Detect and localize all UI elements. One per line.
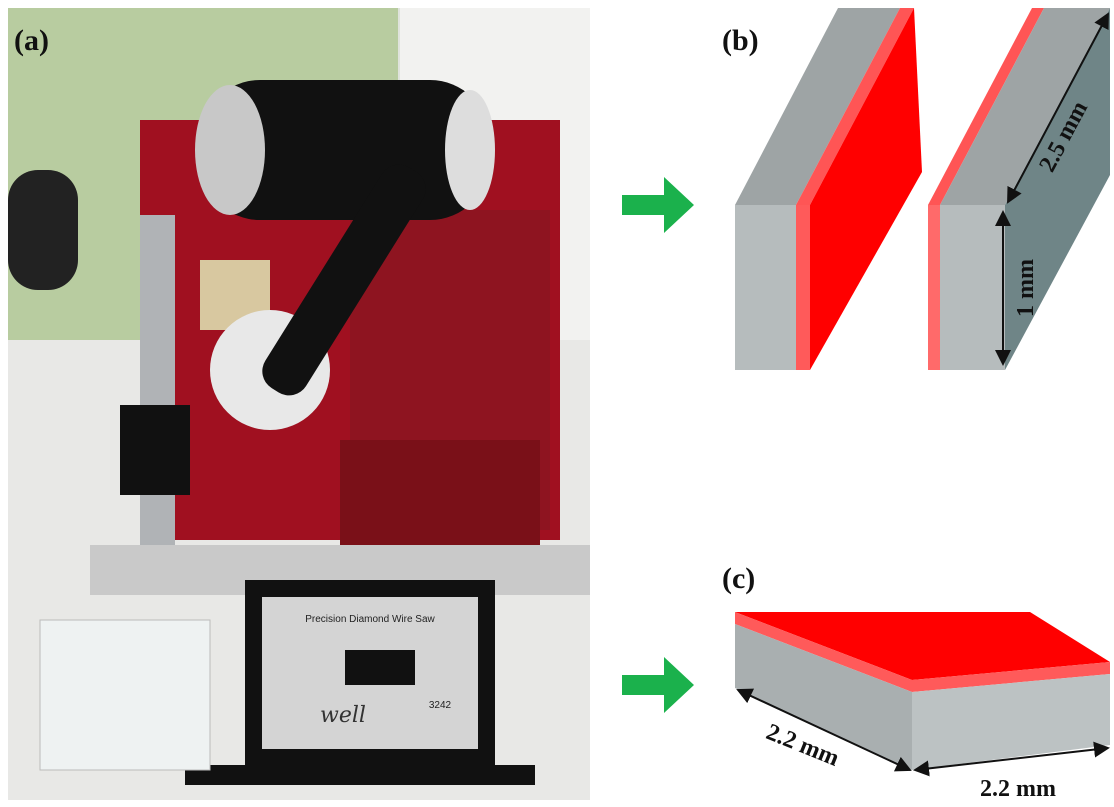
panel-label: (a) (14, 24, 49, 57)
device-model: 3242 (429, 700, 452, 711)
arrow (622, 177, 694, 233)
panel-label: (b) (722, 24, 759, 57)
dimension-label: 2.2 mm (980, 776, 1056, 802)
slab-coated (735, 8, 922, 370)
device-brand: well (320, 703, 366, 728)
panel-label: (c) (722, 562, 755, 595)
dimension-label: 1 mm (1013, 259, 1039, 317)
figure: Precision Diamond Wire Saw 3242 well (a)… (0, 0, 1114, 807)
arrow (622, 657, 694, 713)
photo: Precision Diamond Wire Saw 3242 well (8, 8, 590, 800)
device-title: Precision Diamond Wire Saw (305, 614, 435, 625)
